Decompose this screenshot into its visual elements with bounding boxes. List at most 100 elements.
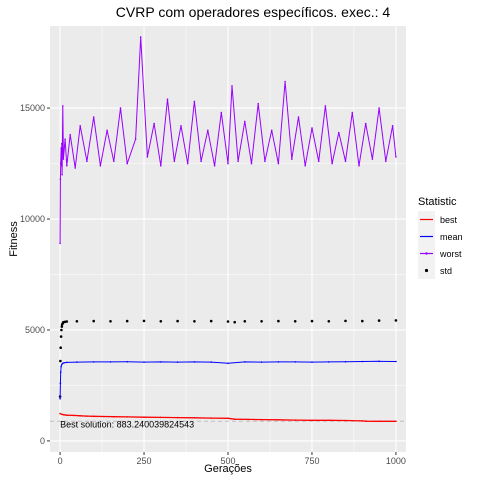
data-point-worst [291, 158, 293, 160]
data-point-worst [126, 162, 128, 165]
data-point-mean [378, 360, 380, 363]
data-point-worst [351, 111, 354, 114]
data-point-best [113, 415, 115, 418]
data-point-worst [193, 100, 196, 103]
data-point-best [395, 420, 397, 423]
data-point-mean [277, 361, 280, 363]
data-point-best [66, 414, 68, 417]
legend-item-mean: mean [418, 228, 463, 245]
chart-title: CVRP com operadores específicos. exec.: … [116, 4, 391, 20]
data-point-worst [60, 165, 63, 167]
data-point-worst [119, 107, 122, 109]
data-point-worst [173, 160, 176, 163]
data-point-worst [79, 125, 81, 127]
data-point-worst [213, 165, 216, 167]
data-point-best [126, 416, 128, 418]
data-point-worst [62, 158, 65, 160]
x-tick-label: 750 [304, 456, 319, 466]
data-point-mean [395, 360, 397, 363]
data-point-std [361, 319, 364, 323]
data-point-worst [60, 147, 62, 149]
data-point-worst [61, 173, 63, 176]
data-point-worst [66, 165, 68, 167]
data-point-std [176, 319, 179, 323]
data-point-mean [311, 361, 313, 363]
data-point-std [59, 346, 62, 350]
data-point-std [327, 320, 331, 323]
data-point-worst [344, 160, 347, 163]
data-point-std [293, 320, 297, 323]
data-point-worst [378, 107, 380, 109]
data-point-best [227, 417, 229, 420]
data-point-worst [317, 160, 320, 163]
data-point-worst [395, 156, 397, 158]
data-point-worst [220, 111, 223, 114]
data-point-std [243, 320, 247, 323]
x-axis-title: Gerações [204, 463, 252, 475]
y-tick-label: 10000 [20, 214, 45, 224]
data-point-mean [244, 361, 246, 363]
legend-title: Statistic [418, 196, 457, 208]
data-point-worst [277, 162, 280, 165]
data-point-worst [237, 160, 239, 163]
data-point-worst [74, 167, 76, 169]
data-point-mean [92, 361, 95, 363]
data-point-std [193, 320, 196, 323]
data-point-worst [69, 133, 71, 136]
data-point-worst [180, 125, 182, 127]
data-point-worst [311, 127, 313, 129]
data-point-best [176, 416, 179, 419]
data-point-std [226, 320, 230, 323]
data-point-worst [284, 80, 286, 83]
data-point-best [311, 419, 313, 422]
legend-symbol-std [424, 268, 429, 273]
data-point-best [277, 419, 280, 421]
data-point-mean [66, 361, 68, 364]
data-point-std [59, 359, 62, 363]
data-point-std [209, 319, 213, 323]
data-point-best [72, 414, 75, 417]
data-point-mean [294, 361, 297, 363]
data-point-worst [59, 162, 62, 165]
data-point-worst [207, 129, 209, 132]
data-point-mean [62, 362, 64, 365]
data-point-best [193, 417, 196, 419]
data-point-worst [186, 162, 189, 165]
data-point-worst [270, 129, 273, 132]
data-point-worst [391, 125, 394, 127]
data-point-std [109, 320, 112, 323]
data-point-best [59, 412, 61, 415]
data-point-mean [210, 361, 212, 363]
data-point-worst [297, 116, 300, 118]
data-point-best [143, 416, 145, 419]
data-point-worst [61, 142, 63, 145]
data-point-best [328, 419, 330, 422]
data-point-worst [250, 162, 253, 165]
data-point-best [364, 420, 367, 423]
data-point-best [294, 419, 297, 421]
legend-item-std: std [418, 262, 452, 279]
y-tick-label: 0 [40, 436, 45, 446]
series-worst [59, 36, 397, 245]
y-tick-label: 15000 [20, 103, 45, 113]
data-point-worst [113, 160, 115, 163]
x-tick-label: 250 [137, 456, 152, 466]
data-point-worst [106, 129, 108, 132]
data-point-mean [143, 361, 145, 363]
data-point-std [65, 320, 69, 323]
data-point-std [394, 319, 398, 322]
data-point-best [344, 419, 347, 422]
data-point-worst [146, 156, 149, 158]
series-best [59, 412, 397, 423]
series-mean [59, 360, 397, 400]
data-point-mean [109, 361, 112, 363]
data-point-worst [166, 98, 169, 100]
data-point-best [247, 418, 249, 421]
legend-item-worst: worst [418, 245, 462, 262]
data-point-best [233, 418, 236, 421]
legend-label-best: best [440, 215, 458, 225]
legend: Statistic best mean worst std [418, 196, 463, 279]
data-point-worst [364, 122, 367, 125]
data-point-mean [361, 360, 364, 363]
